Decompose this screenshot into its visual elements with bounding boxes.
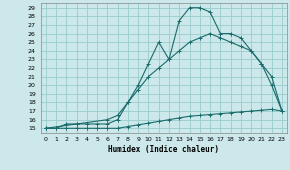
X-axis label: Humidex (Indice chaleur): Humidex (Indice chaleur) xyxy=(108,145,219,154)
